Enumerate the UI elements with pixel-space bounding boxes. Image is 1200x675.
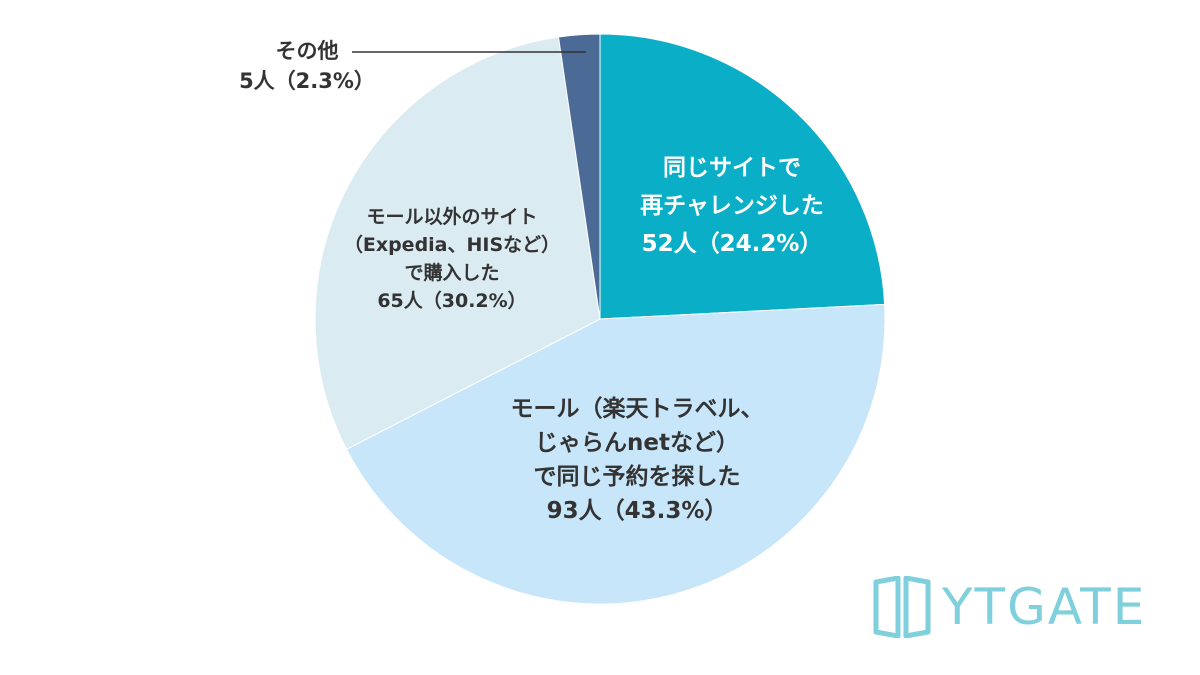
brand-logo: YTGATE [872, 574, 1162, 640]
slice-label-line: （Expedia、HISなど） [344, 233, 560, 256]
slice-label-line: 52人（24.2%） [642, 230, 823, 257]
slice-label-line: モール以外のサイト [366, 205, 537, 228]
slice-label-line: じゃらんnetなど） [535, 429, 739, 456]
pie-slice-mall [345, 303, 886, 605]
slice-label-mall: モール（楽天トラベル、じゃらんnetなど） で同じ予約を探した 93人（43.3%） [511, 395, 764, 524]
logo-text: YTGATE [942, 578, 1147, 636]
slice-label-line: モール（楽天トラベル、 [511, 395, 764, 422]
slice-label-line: 再チャレンジした [640, 193, 824, 219]
slice-label-line: 93人（43.3%） [547, 497, 728, 524]
slice-label-other-site: モール以外のサイト （Expedia、HISなど） で購入した 65人（30.2%） [344, 205, 560, 312]
slice-label-line: で同じ予約を探した [534, 463, 741, 490]
slice-label-line: 65人（30.2%） [377, 289, 526, 312]
slice-label-line: 5人（2.3%） [239, 69, 375, 93]
pie-slice-other-site [314, 36, 601, 450]
slice-label-others: その他 5人（2.3%） [239, 39, 375, 93]
slice-labels: 同じサイトで再チャレンジした 52人（24.2%） モール（楽天トラベル、じゃらんn… [239, 39, 824, 524]
slice-label-line: 同じサイトで [663, 155, 801, 181]
pie-slice-same-site [599, 33, 886, 320]
pie-slices [314, 33, 886, 605]
slice-label-line: で購入した [404, 261, 499, 284]
gate-logo-icon [873, 576, 931, 638]
slice-label-same-site: 同じサイトで再チャレンジした 52人（24.2%） [640, 155, 824, 257]
pie-slice-others [557, 33, 601, 320]
slice-label-line: その他 [276, 39, 339, 63]
